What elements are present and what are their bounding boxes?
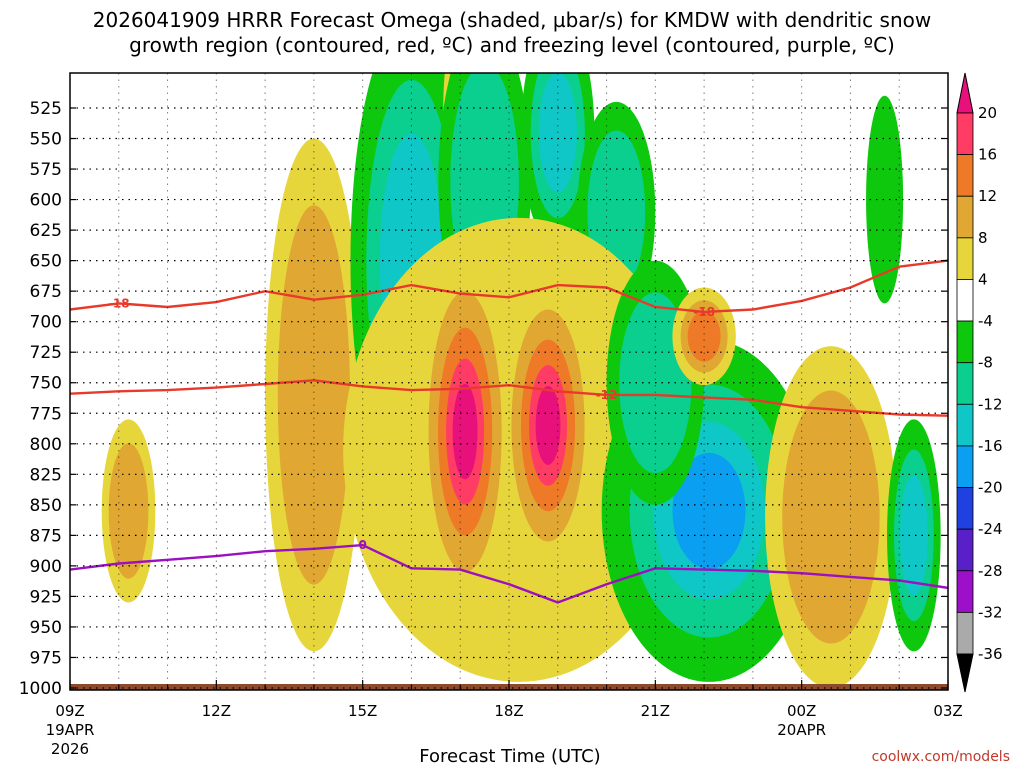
dgz-minus12-contour-label: -12 — [596, 388, 618, 402]
freezing-level-contour-label: 0 — [358, 538, 366, 552]
y-tick-label: 850 — [30, 496, 62, 516]
axes: 525 550 575 600 625 650 675 700 725 750 775 800 825 8… — [19, 72, 963, 758]
y-tick-label: 650 — [30, 252, 62, 272]
y-tick-label: 975 — [30, 648, 62, 668]
omega-shade-20 — [452, 383, 478, 480]
omega-blob-1 — [265, 138, 363, 652]
omega-shade--4 — [866, 95, 904, 304]
y-tick-label: 775 — [30, 404, 62, 424]
colorbar-segment — [956, 403, 974, 447]
y-tick-label: 800 — [30, 435, 62, 455]
y-tick-label: 825 — [30, 465, 62, 485]
colorbar-segment — [956, 362, 974, 405]
y-tick-label: 1000 — [19, 679, 62, 699]
omega-shade-20 — [535, 386, 561, 465]
omega-blob-9 — [511, 309, 585, 542]
colorbar-label: -12 — [978, 395, 1003, 413]
x-tick-label: 00Z — [787, 702, 816, 720]
omega-blob-0 — [101, 419, 156, 603]
omega-blob-15 — [866, 95, 904, 304]
omega-shade-8 — [108, 443, 149, 579]
omega-shade-8 — [277, 205, 350, 585]
y-tick-label: 575 — [30, 160, 62, 180]
credit-text: coolwx.com/models — [872, 749, 1010, 765]
colorbar-label: 4 — [978, 270, 988, 288]
colorbar-segment — [956, 154, 974, 197]
omega-shade--16 — [672, 452, 746, 570]
colorbar-segment — [956, 279, 974, 322]
y-tick-label: 950 — [30, 618, 62, 638]
colorbar-label: -20 — [978, 479, 1003, 497]
x-tick-label: 03Z — [933, 702, 962, 720]
colorbar-label: -36 — [978, 645, 1003, 663]
colorbar-label: -8 — [978, 354, 993, 372]
dgz-minus18-contour-label: -18 — [108, 296, 130, 310]
x-tick-label: 21Z — [641, 702, 670, 720]
omega-blob-13 — [765, 346, 897, 688]
colorbar-segment — [956, 487, 974, 530]
colorbar-label: 12 — [978, 187, 997, 205]
colorbar-segment — [956, 320, 974, 364]
colorbar-label: 8 — [978, 229, 988, 247]
omega-blob-8 — [428, 291, 502, 572]
colorbar-segment — [956, 528, 974, 572]
colorbar-label: -28 — [978, 562, 1003, 580]
colorbar-segment — [956, 195, 974, 239]
chart-title-line1: 2026041909 HRRR Forecast Omega (shaded, … — [93, 8, 931, 32]
x-tick-label: 12Z — [202, 702, 231, 720]
y-tick-label: 875 — [30, 526, 62, 546]
colorbar-label: -4 — [978, 312, 993, 330]
colorbar-segment — [956, 237, 974, 280]
colorbar-label: 16 — [978, 146, 997, 164]
x-tick-sublabel2: 2026 — [51, 740, 89, 758]
omega-shade-12 — [687, 310, 721, 362]
omega-blob-14 — [887, 419, 941, 652]
colorbar: 20 16 12 8 4 -4 -8 -12 -16 -20 -24 -28 -32 -36 — [956, 72, 1003, 693]
y-tick-label: 525 — [30, 99, 62, 119]
y-tick-label: 725 — [30, 343, 62, 363]
colorbar-label: -16 — [978, 437, 1003, 455]
colorbar-label: -24 — [978, 520, 1003, 538]
plot-area: -18 -18 -12 0 — [69, 73, 949, 690]
dgz-minus18-contour-label: -18 — [693, 305, 715, 319]
y-tick-label: 900 — [30, 557, 62, 577]
y-tick-label: 750 — [30, 374, 62, 394]
colorbar-segment — [956, 112, 974, 156]
colorbar-segment — [956, 445, 974, 488]
omega-shade-8 — [782, 390, 880, 644]
y-tick-label: 625 — [30, 221, 62, 241]
colorbar-top-arrow — [956, 72, 974, 114]
y-tick-label: 600 — [30, 191, 62, 211]
plot-clip-group — [70, 73, 948, 690]
y-tick-label: 675 — [30, 282, 62, 302]
freezing-level-contour — [70, 543, 948, 604]
omega-shade--12 — [899, 475, 928, 596]
x-tick-label: 15Z — [348, 702, 377, 720]
y-tick-label: 700 — [30, 313, 62, 333]
colorbar-segment — [956, 611, 974, 655]
chart-title-line2: growth region (contoured, red, ºC) and f… — [129, 33, 895, 57]
colorbar-label: 20 — [978, 104, 997, 122]
y-tick-label: 925 — [30, 587, 62, 607]
omega-blob-12 — [672, 287, 736, 386]
x-axis-label: Forecast Time (UTC) — [419, 746, 600, 767]
x-tick-sublabel: 19APR — [46, 721, 95, 739]
colorbar-segment — [956, 570, 974, 613]
y-tick-label: 550 — [30, 130, 62, 150]
x-tick-sublabel: 20APR — [777, 721, 826, 739]
colorbar-label: -32 — [978, 603, 1003, 621]
x-tick-label: 09Z — [55, 702, 84, 720]
x-tick-label: 18Z — [494, 702, 523, 720]
colorbar-bottom-arrow — [956, 653, 974, 693]
